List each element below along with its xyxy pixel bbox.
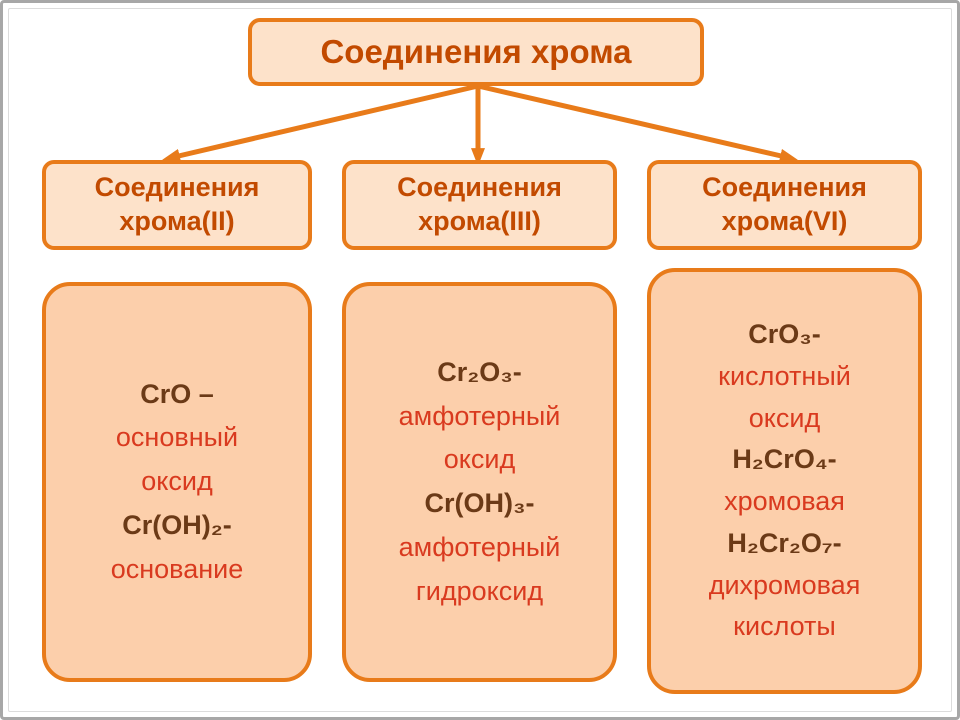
detail-0-line-0: CrO – [140,378,214,412]
category-box-0: Соединения хрома(II) [42,160,312,250]
detail-2-line-0: CrO₃- [748,318,820,352]
detail-2-line-6: дихромовая [709,569,861,603]
detail-box-2: CrO₃- кислотный оксид H₂CrO₄- хромовая H₂Cr₂O… [647,268,922,694]
detail-1-line-5: гидроксид [416,575,543,609]
detail-0-line-3: Cr(OH)₂- [122,509,231,543]
title-box: Соединения хрома [248,18,704,86]
detail-2-line-5: H₂Cr₂O₇- [727,527,841,561]
detail-0-line-4: основание [111,553,244,587]
detail-2-line-4: хромовая [724,485,845,519]
detail-1-line-0: Cr₂O₃- [437,356,521,390]
detail-1-line-4: амфотерный [399,531,561,565]
detail-2-line-3: H₂CrO₄- [732,443,836,477]
detail-box-1: Cr₂O₃- амфотерный оксид Cr(OH)₃- амфотерный г… [342,282,617,682]
detail-1-line-1: амфотерный [399,400,561,434]
category-box-1: Соединения хрома(III) [342,160,617,250]
detail-0-line-1: основный [116,421,238,455]
detail-2-line-7: кислоты [733,610,836,644]
detail-1-line-2: оксид [444,443,515,477]
detail-2-line-2: оксид [749,402,820,436]
detail-0-line-2: оксид [141,465,212,499]
detail-1-line-3: Cr(OH)₃- [425,487,535,521]
category-box-2: Соединения хрома(VI) [647,160,922,250]
detail-box-0: CrO – основный оксид Cr(OH)₂- основание [42,282,312,682]
detail-2-line-1: кислотный [718,360,851,394]
